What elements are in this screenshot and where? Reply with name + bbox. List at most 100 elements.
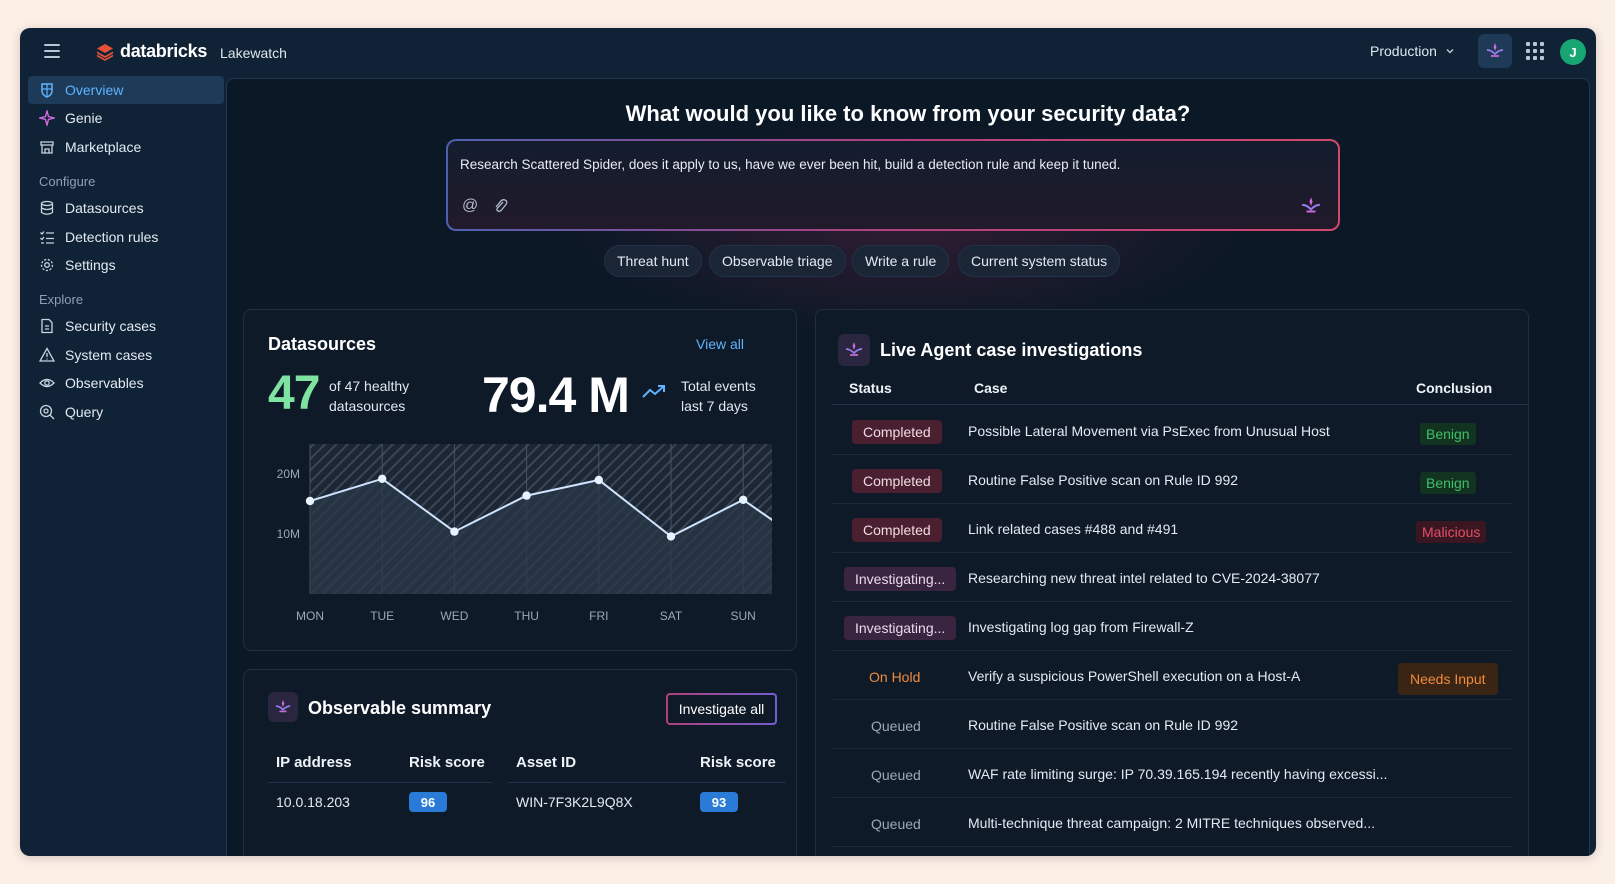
y-tick-label: 10M [277,527,300,541]
data-point[interactable] [378,474,387,483]
status-badge: Queued [871,816,921,832]
status-badge: Investigating... [844,567,957,591]
table-row[interactable]: Queued Multi-technique threat campaign: 2… [832,798,1512,847]
status-badge: Queued [871,767,921,783]
view-all-link[interactable]: View all [696,336,744,352]
attachment-icon[interactable] [492,197,508,215]
sidebar-item-security-cases[interactable]: Security cases [28,312,224,340]
avatar[interactable]: J [1560,39,1586,65]
x-tick-label: SAT [660,609,683,623]
main-panel: What would you like to know from your se… [226,78,1590,856]
col-risk-score: Risk score [409,754,485,771]
sidebar-item-datasources[interactable]: Datasources [28,194,224,222]
conclusion-badge[interactable]: Needs Input [1398,663,1498,695]
table-row[interactable]: Investigating... Investigating log gap fr… [832,602,1512,651]
table-row[interactable]: On Hold Verify a suspicious PowerShell ex… [832,651,1512,700]
live-investigations-card: Live Agent case investigations Status Ca… [815,309,1529,856]
apps-grid-icon[interactable] [1526,42,1544,60]
table-row[interactable]: Completed Routine False Positive scan on … [832,455,1512,504]
data-point[interactable] [739,495,748,504]
data-point[interactable] [450,527,459,536]
agent-icon [1486,43,1504,57]
y-tick-label: 20M [277,467,300,481]
observable-agent-icon [268,692,298,722]
col-asset-id: Asset ID [516,754,577,771]
case-title[interactable]: Researching new threat intel related to … [968,570,1320,586]
case-title[interactable]: Link related cases #488 and #491 [968,521,1179,537]
environment-label: Production [1370,43,1437,59]
total-events-value: 79.4 M [482,367,630,423]
x-tick-label: WED [440,609,468,623]
brand-logo[interactable]: databricks [96,41,207,62]
agent-button[interactable] [1478,34,1512,68]
status-badge: Queued [871,718,921,734]
data-point[interactable] [305,496,315,506]
total-events-label: Total events last 7 days [681,378,756,414]
healthy-count: 47 [268,367,320,420]
sparkle-icon [39,110,55,126]
status-badge: Completed [852,469,942,493]
series-line [310,477,772,538]
case-title[interactable]: Verify a suspicious PowerShell execution… [968,668,1301,684]
investigate-all-button[interactable]: Investigate all [666,693,777,725]
table-row[interactable]: Completed Link related cases #488 and #49… [832,504,1512,553]
suggestion-observable-triage[interactable]: Observable triage [709,245,846,277]
x-tick-label: SUN [731,609,756,623]
x-tick-label: THU [514,609,539,623]
case-title[interactable]: Investigating log gap from Firewall-Z [968,619,1194,635]
ip-cell[interactable]: 10.0.18.203 [276,794,350,810]
sidebar-group-explore: Explore [39,292,84,307]
sidebar-item-observables[interactable]: Observables [28,369,224,397]
sidebar-item-overview[interactable]: Overview [28,76,224,104]
list-check-icon [40,231,54,244]
col-ip-address: IP address [276,754,352,771]
table-row[interactable]: Investigating... Researching new threat i… [832,553,1512,602]
sidebar-item-detection-rules[interactable]: Detection rules [28,223,224,251]
sidebar-item-query[interactable]: Query [28,398,224,426]
datasources-title: Datasources [268,334,377,354]
data-point[interactable] [666,532,676,541]
sidebar-item-label: Security cases [65,318,157,334]
case-title[interactable]: WAF rate limiting surge: IP 70.39.165.19… [968,766,1388,782]
send-agent-icon[interactable] [1300,195,1322,217]
sidebar-item-label: Detection rules [65,229,159,245]
environment-selector[interactable]: Production [1370,43,1455,59]
sidebar-item-system-cases[interactable]: System cases [28,341,224,369]
menu-icon[interactable] [44,44,60,58]
database-icon [40,200,54,215]
sidebar-item-label: Marketplace [65,139,142,155]
case-title[interactable]: Routine False Positive scan on Rule ID 9… [968,717,1239,733]
status-badge: Completed [852,518,942,542]
conclusion-badge: Benign [1420,423,1476,445]
suggestion-system-status[interactable]: Current system status [958,245,1121,277]
suggestion-write-rule[interactable]: Write a rule [852,245,950,277]
table-row[interactable]: Queued Routine False Positive scan on Rul… [832,700,1512,749]
mention-icon[interactable]: @ [462,197,479,214]
case-title[interactable]: Multi-technique threat campaign: 2 MITRE… [968,815,1375,831]
sidebar-item-marketplace[interactable]: Marketplace [28,133,224,161]
sidebar-item-label: Datasources [65,200,144,216]
status-badge: Completed [852,420,942,444]
sidebar-item-label: Genie [65,110,103,126]
table-row[interactable]: Queued WAF rate limiting surge: IP 70.39.… [832,749,1512,798]
app-window: databricks Lakewatch Production J Overvi… [20,28,1596,856]
shield-icon [41,83,53,98]
data-point[interactable] [522,491,531,500]
sidebar-item-label: Query [65,404,104,420]
suggestion-threat-hunt[interactable]: Threat hunt [604,245,702,277]
asset-cell[interactable]: WIN-7F3K2L9Q8X [516,794,633,810]
case-title[interactable]: Possible Lateral Movement via PsExec fro… [968,423,1330,439]
table-row[interactable]: Completed Possible Lateral Movement via P… [832,406,1512,455]
status-badge: Investigating... [844,616,957,640]
sidebar-item-label: Overview [65,82,124,98]
prompt-input[interactable]: Research Scattered Spider, does it apply… [446,139,1340,231]
status-badge: On Hold [869,669,921,685]
data-point[interactable] [594,475,603,485]
eye-icon [39,378,55,388]
top-bar: databricks Lakewatch Production J [20,28,1596,76]
warning-icon [39,347,55,362]
case-title[interactable]: Routine False Positive scan on Rule ID 9… [968,472,1239,488]
sidebar-item-settings[interactable]: Settings [28,251,224,279]
prompt-text[interactable]: Research Scattered Spider, does it apply… [460,157,1121,172]
sidebar-item-genie[interactable]: Genie [28,104,224,132]
